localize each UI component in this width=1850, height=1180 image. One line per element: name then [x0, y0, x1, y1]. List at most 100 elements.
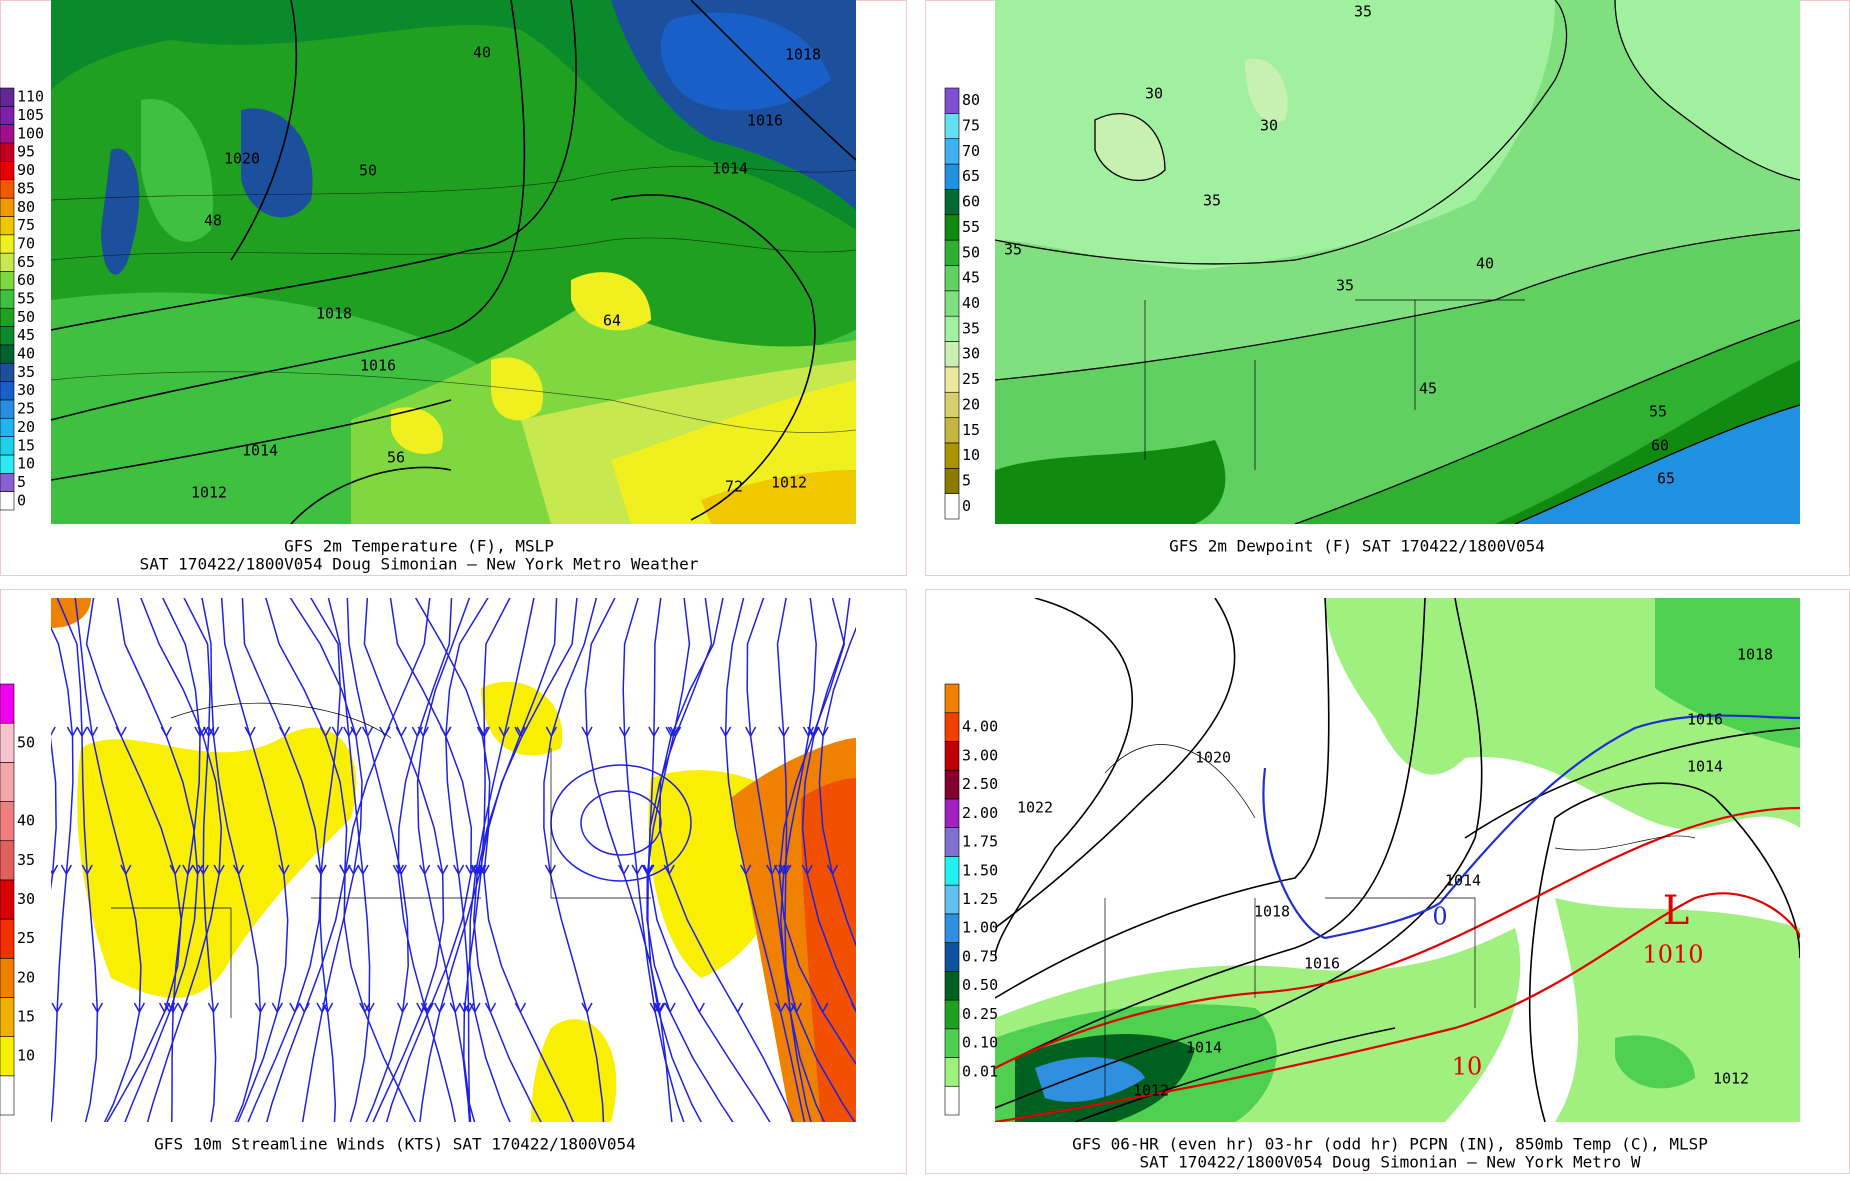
contour-label: 48	[204, 212, 222, 230]
contour-label: 45	[1419, 380, 1437, 398]
contour-label: 1020	[1195, 749, 1231, 767]
colorbar-label: 5	[17, 473, 26, 491]
colorbar-label: 50	[17, 733, 35, 751]
colorbar-label: 30	[17, 381, 35, 399]
streamline-arrow	[782, 1141, 792, 1150]
colorbar-swatch	[0, 271, 15, 291]
colorbar-label: 20	[17, 968, 35, 986]
contour-label: 35	[1203, 192, 1221, 210]
colorbar-swatch	[944, 913, 960, 943]
streamline	[622, 598, 685, 1122]
streamline	[463, 598, 511, 1122]
contour-label: 1018	[1254, 903, 1290, 921]
colorbar-swatch	[0, 491, 15, 511]
colorbar-swatch	[0, 997, 15, 1037]
colorbar-swatch	[0, 762, 15, 802]
colorbar-label: 50	[962, 243, 980, 261]
wind-map	[8, 598, 940, 1150]
colorbar-swatch	[944, 366, 960, 393]
streamline-arrow	[746, 1141, 756, 1150]
streamline	[56, 598, 99, 1122]
streamline	[310, 598, 342, 1122]
streamline	[201, 598, 262, 1122]
contour-label: 1018	[316, 305, 352, 323]
streamline	[116, 598, 199, 1122]
streamline	[343, 598, 431, 1122]
colorbar-swatch	[0, 362, 15, 382]
streamline	[646, 598, 734, 1122]
contour-label: 1010	[1642, 941, 1703, 969]
streamline-arrow	[832, 1141, 842, 1150]
streamline-arrow	[909, 1141, 919, 1150]
colorbar-swatch	[0, 454, 15, 474]
precip-map: 1022 1020 1018 1016 1014 1014 1012 1016 1014 1018…	[995, 598, 1800, 1122]
colorbar-swatch	[0, 326, 15, 346]
colorbar-label: 20	[962, 395, 980, 413]
colorbar-label: 55	[962, 218, 980, 236]
contour-label: 10	[1452, 1053, 1483, 1081]
colorbar-label: 1.50	[962, 861, 998, 879]
streamline-arrow	[930, 1141, 940, 1150]
colorbar-swatch	[944, 1085, 960, 1116]
colorbar-label: 45	[962, 269, 980, 287]
map-caption: GFS 2m Dewpoint (F) SAT 170422/1800V054	[1169, 537, 1545, 556]
streamline	[445, 598, 489, 1122]
colorbar-swatch	[944, 884, 960, 915]
streamline	[659, 598, 795, 1122]
colorbar-swatch	[944, 798, 960, 828]
colorbar-label: 15	[17, 436, 35, 454]
streamline-arrow	[805, 1141, 815, 1150]
streamline-arrow	[814, 1141, 824, 1150]
colorbar-swatch	[944, 467, 960, 494]
colorbar-label: 35	[17, 851, 35, 869]
colorbar-label: 35	[17, 363, 35, 381]
streamline-arrow	[919, 1141, 929, 1150]
colorbar-label: 0.01	[962, 1062, 998, 1080]
streamline-arrow	[8, 1141, 18, 1150]
colorbar-label: 110	[17, 88, 44, 106]
colorbar-label: 1.00	[962, 919, 998, 937]
colorbar-swatch	[0, 918, 15, 959]
colorbar-swatch	[0, 399, 15, 419]
colorbar-swatch	[0, 381, 15, 401]
colorbar-swatch	[0, 417, 15, 437]
contour-label: 1018	[1737, 646, 1773, 664]
streamline	[397, 598, 457, 1122]
colorbar-label: 1.25	[962, 890, 998, 908]
streamline	[778, 598, 856, 1065]
contour-label: 1020	[224, 150, 260, 168]
colorbar-label: 100	[17, 124, 44, 142]
colorbar-swatch	[944, 856, 960, 886]
colorbar-label: 5	[962, 471, 971, 489]
colorbar-label: 0	[962, 497, 971, 515]
streamline	[85, 598, 182, 1122]
contour-label: 40	[1476, 255, 1494, 273]
colorbar-label: 25	[17, 400, 35, 418]
colorbar-swatch	[0, 307, 15, 327]
contour-label: 1014	[1445, 872, 1481, 890]
dewpoint-map: 35 30 30 35 35 40 45 55 60 65 35	[995, 0, 1800, 524]
colorbar-swatch	[944, 442, 960, 469]
streamline	[776, 598, 826, 1122]
contour-label: 1014	[712, 160, 748, 178]
colorbar-swatch	[944, 1028, 960, 1058]
streamline	[473, 598, 558, 1122]
colorbar-swatch	[944, 827, 960, 857]
colorbar-label: 45	[17, 326, 35, 344]
contour-label: L	[1663, 888, 1690, 934]
streamline-arrow	[711, 1141, 721, 1150]
colorbar-swatch	[944, 315, 960, 342]
contour-label: 1014	[1186, 1039, 1222, 1057]
colorbar-label: 0.10	[962, 1034, 998, 1052]
contour-label: 35	[1336, 277, 1354, 295]
colorbar-label: 10	[962, 446, 980, 464]
colorbar-swatch	[944, 769, 960, 800]
colorbar-label: 80	[17, 198, 35, 216]
streamline	[483, 598, 578, 1122]
colorbar-swatch	[0, 87, 15, 107]
colorbar-swatch	[0, 216, 15, 236]
streamline	[543, 598, 605, 1122]
colorbar-label: 2.00	[962, 804, 998, 822]
